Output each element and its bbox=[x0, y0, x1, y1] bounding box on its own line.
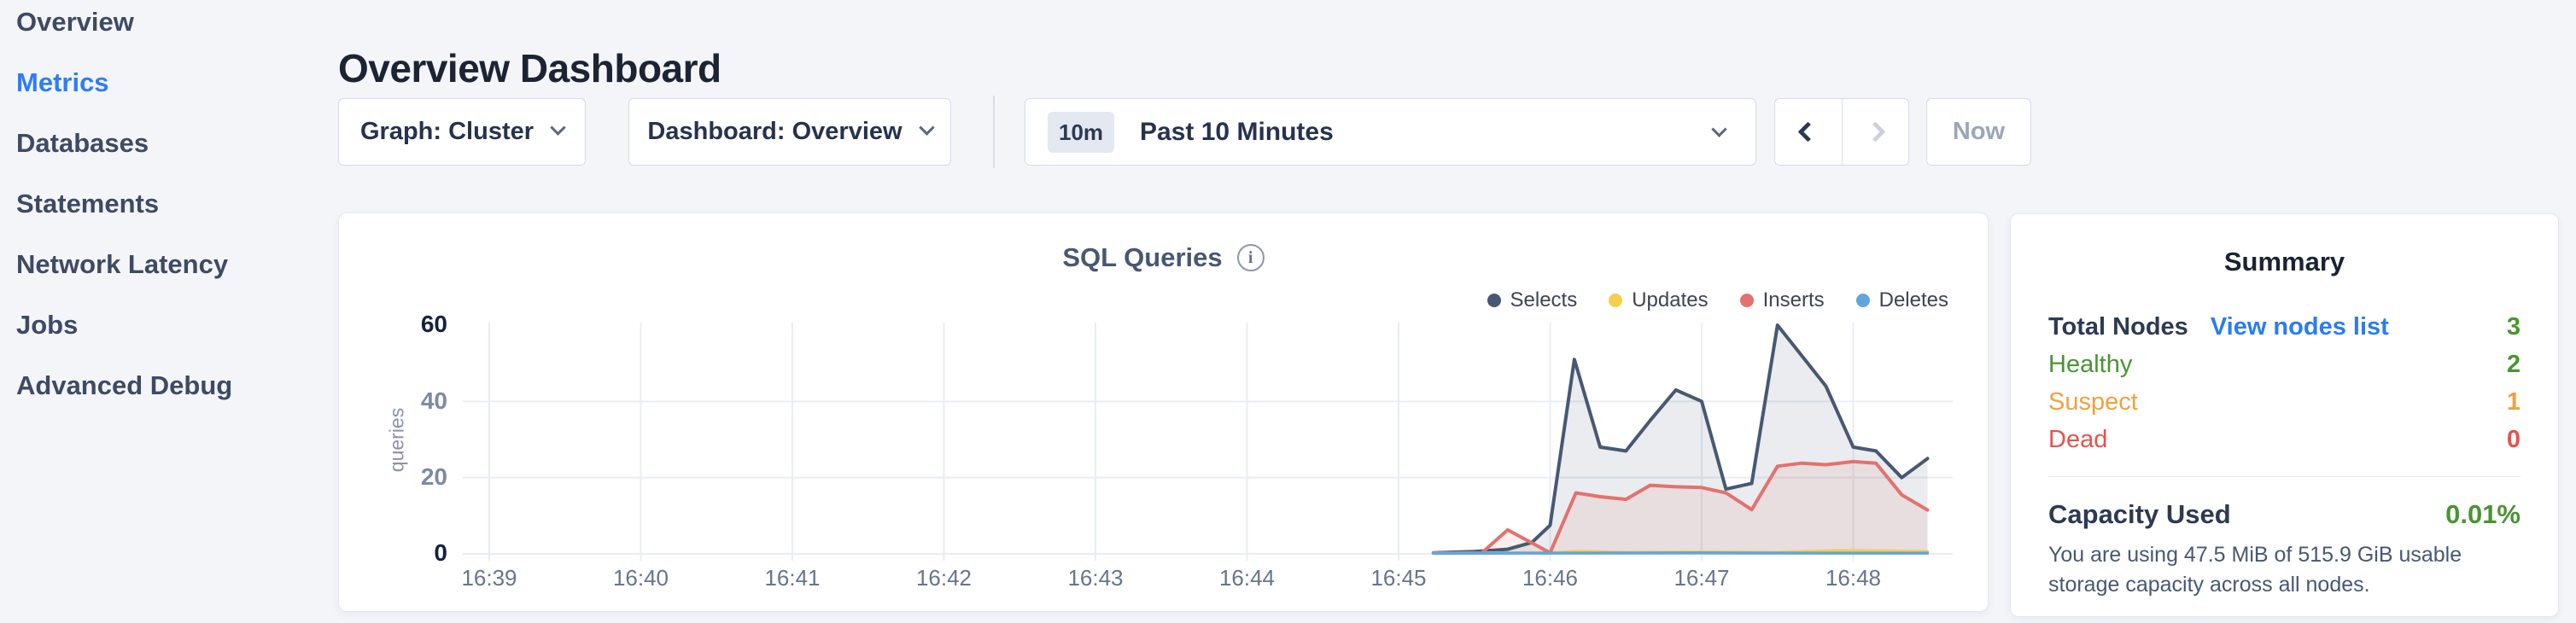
deletes-dot-icon bbox=[1855, 294, 1870, 307]
chevron-left-icon bbox=[1797, 121, 1819, 143]
x-axis-tick: 16:46 bbox=[1522, 565, 1579, 591]
dead-label: Dead bbox=[2048, 426, 2108, 453]
sidebar-item-statements[interactable]: Statements bbox=[16, 189, 160, 218]
x-axis-tick: 16:41 bbox=[764, 565, 821, 591]
dead-value: 0 bbox=[2506, 426, 2521, 453]
capacity-note: You are using 47.5 MiB of 515.9 GiB usab… bbox=[2048, 543, 2462, 597]
series-line-selects bbox=[1431, 323, 1930, 555]
graph-dropdown-label: Graph: Cluster bbox=[359, 118, 534, 145]
sidebar-item-network-latency[interactable]: Network Latency bbox=[16, 249, 229, 279]
sidebar-item-metrics[interactable]: Metrics bbox=[16, 67, 109, 97]
legend-item-updates: Updates bbox=[1609, 288, 1709, 312]
info-icon[interactable]: i bbox=[1236, 244, 1265, 271]
y-axis-tick: 60 bbox=[420, 311, 447, 337]
toolbar-divider bbox=[993, 96, 995, 168]
chevron-down-icon bbox=[550, 119, 566, 136]
chevron-down-icon bbox=[918, 119, 935, 136]
chart-legend: Selects Updates Inserts Deletes bbox=[1487, 288, 1948, 312]
dashboard-dropdown[interactable]: Dashboard: Overview bbox=[628, 98, 951, 166]
x-axis-tick: 16:44 bbox=[1218, 565, 1276, 591]
sidebar-item-advanced-debug[interactable]: Advanced Debug bbox=[16, 370, 233, 400]
capacity-used-value: 0.01% bbox=[2445, 499, 2521, 529]
time-step-back-button[interactable] bbox=[1775, 99, 1842, 165]
sql-queries-chart-card: SQL Queries i Selects Updates Inserts De… bbox=[338, 213, 1989, 612]
x-axis-tick: 16:43 bbox=[1067, 565, 1124, 591]
dashboard-dropdown-label: Dashboard: Overview bbox=[647, 118, 902, 145]
legend-label: Selects bbox=[1510, 288, 1578, 312]
summary-divider bbox=[2048, 476, 2521, 477]
capacity-used-label: Capacity Used bbox=[2048, 499, 2231, 529]
y-axis-tick: 0 bbox=[434, 539, 447, 566]
capacity-used-row: Capacity Used 0.01% bbox=[2048, 499, 2521, 530]
updates-dot-icon bbox=[1609, 294, 1623, 307]
now-button[interactable]: Now bbox=[1926, 98, 2031, 166]
suspect-nodes-row: Suspect 1 bbox=[2048, 388, 2521, 416]
healthy-nodes-row: Healthy 2 bbox=[2048, 351, 2521, 378]
series-area-selects bbox=[1433, 325, 1928, 554]
legend-item-inserts: Inserts bbox=[1739, 288, 1825, 312]
time-range-badge: 10m bbox=[1048, 111, 1115, 153]
x-axis-labels: 16:39 16:40 16:41 16:42 16:43 16:44 16:45 16:46… bbox=[339, 565, 1988, 594]
healthy-value: 2 bbox=[2506, 351, 2521, 378]
legend-label: Inserts bbox=[1762, 288, 1825, 312]
chart-title: SQL Queries bbox=[1062, 242, 1223, 272]
dead-nodes-row: Dead 0 bbox=[2048, 426, 2521, 453]
chevron-down-icon bbox=[1711, 121, 1727, 137]
inserts-dot-icon bbox=[1739, 294, 1754, 307]
sidebar-item-overview[interactable]: Overview bbox=[16, 7, 134, 37]
sidebar: Overview Metrics Databases Statements Ne… bbox=[0, 0, 333, 623]
legend-item-deletes: Deletes bbox=[1855, 288, 1948, 312]
time-step-forward-button[interactable] bbox=[1841, 99, 1909, 165]
suspect-value: 1 bbox=[2506, 388, 2521, 416]
chevron-right-icon bbox=[1865, 121, 1886, 143]
time-range-selector[interactable]: 10m Past 10 Minutes bbox=[1025, 98, 1756, 166]
sql-queries-plot[interactable] bbox=[463, 317, 1953, 564]
y-axis-tick: 20 bbox=[420, 463, 447, 490]
healthy-label: Healthy bbox=[2048, 351, 2133, 378]
y-axis-tick: 40 bbox=[420, 387, 447, 414]
summary-panel: Summary Total Nodes View nodes list 3 He… bbox=[2010, 213, 2559, 617]
x-axis-tick: 16:47 bbox=[1674, 565, 1730, 591]
x-axis-tick: 16:45 bbox=[1370, 565, 1427, 591]
x-axis-tick: 16:39 bbox=[461, 565, 517, 591]
page-title: Overview Dashboard bbox=[338, 45, 721, 90]
summary-title: Summary bbox=[2223, 247, 2345, 277]
total-nodes-label: Total Nodes bbox=[2048, 313, 2188, 341]
view-nodes-list-link[interactable]: View nodes list bbox=[2210, 313, 2389, 341]
sidebar-item-jobs[interactable]: Jobs bbox=[16, 310, 79, 340]
legend-label: Updates bbox=[1632, 288, 1709, 312]
total-nodes-row: Total Nodes View nodes list 3 bbox=[2048, 313, 2521, 341]
sidebar-item-databases[interactable]: Databases bbox=[16, 128, 149, 158]
legend-label: Deletes bbox=[1878, 288, 1948, 312]
suspect-label: Suspect bbox=[2048, 388, 2138, 416]
now-button-label: Now bbox=[1952, 118, 2006, 145]
y-axis-label: queries bbox=[385, 407, 408, 473]
x-axis-tick: 16:42 bbox=[915, 565, 973, 591]
selects-dot-icon bbox=[1487, 294, 1501, 307]
legend-item-selects: Selects bbox=[1487, 288, 1578, 312]
x-axis-tick: 16:40 bbox=[612, 565, 669, 591]
graph-dropdown[interactable]: Graph: Cluster bbox=[338, 98, 586, 166]
total-nodes-value: 3 bbox=[2506, 313, 2521, 341]
series-area-inserts bbox=[1433, 461, 1928, 554]
time-range-label: Past 10 Minutes bbox=[1140, 117, 1334, 146]
x-axis-tick: 16:48 bbox=[1825, 565, 1882, 591]
time-step-buttons bbox=[1774, 98, 1909, 166]
